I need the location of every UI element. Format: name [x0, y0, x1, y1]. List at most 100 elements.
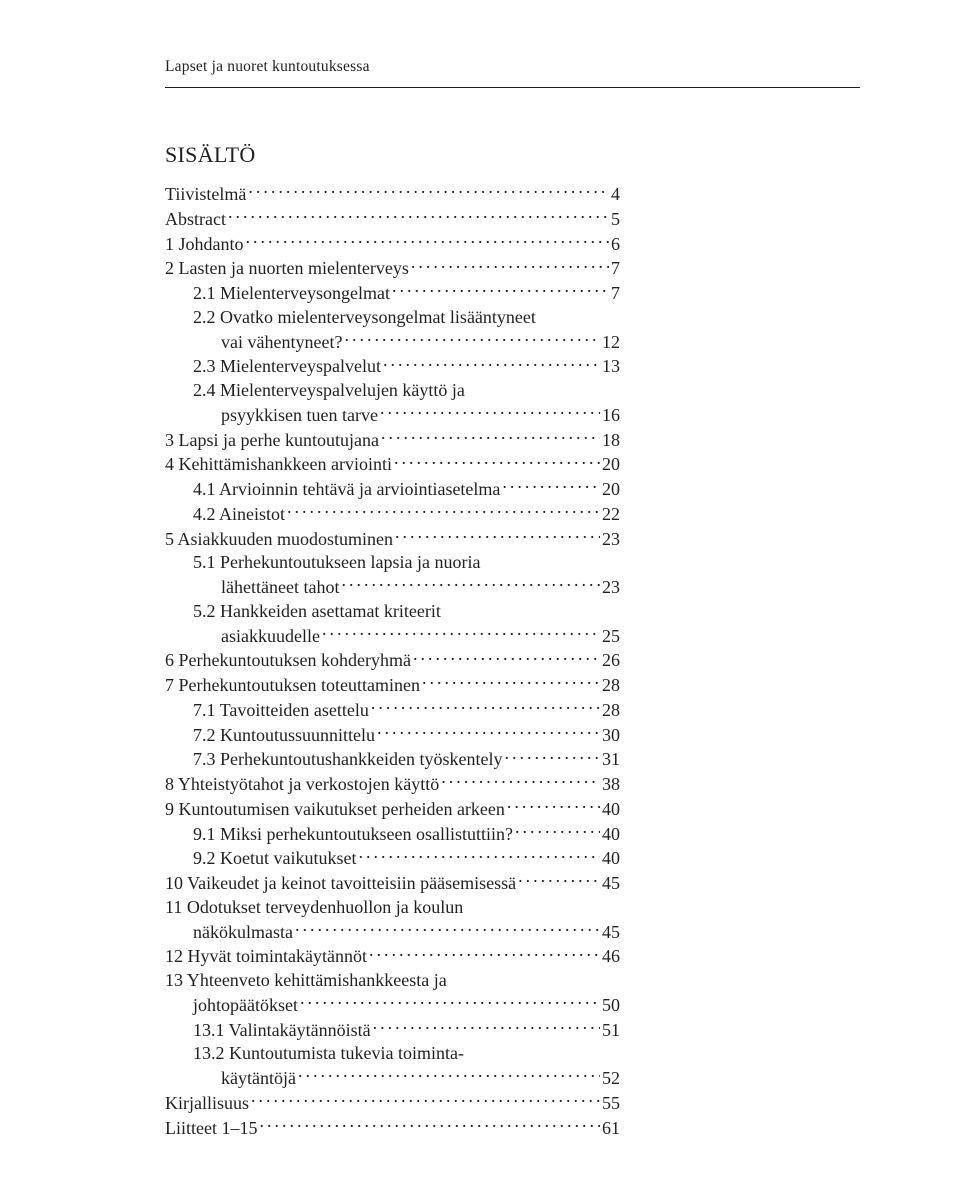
- toc-entry: 5 Asiakkuuden muodostuminen23: [165, 527, 620, 552]
- toc-page-number: 61: [602, 1117, 620, 1141]
- toc-entry: johtopäätökset50: [165, 993, 620, 1018]
- toc-leader: [358, 846, 600, 864]
- toc-label: 7.3 Perhekuntoutushankkeiden työskentely: [165, 748, 502, 772]
- toc-leader: [395, 527, 600, 545]
- toc-label: 2.1 Mielenterveysongelmat: [165, 282, 390, 306]
- toc-label: käytäntöjä: [165, 1067, 296, 1091]
- toc-entry: 2 Lasten ja nuorten mielenterveys 7: [165, 256, 620, 281]
- toc-leader: [380, 403, 600, 421]
- toc-entry: 1 Johdanto 6: [165, 232, 620, 257]
- toc-entry: lähettäneet tahot 23: [165, 575, 620, 600]
- toc-entry: 7.3 Perhekuntoutushankkeiden työskentely…: [165, 747, 620, 772]
- toc-content: SISÄLTÖ Tiivistelmä4Abstract51 Johdanto 6…: [165, 142, 620, 1140]
- toc-label: 7 Perhekuntoutuksen toteuttaminen: [165, 674, 420, 698]
- toc-leader: [504, 747, 600, 765]
- toc-leader: [507, 797, 600, 815]
- toc-label: 2.2 Ovatko mielenterveysongelmat lisäänt…: [165, 306, 536, 330]
- toc-entry: asiakkuudelle 25: [165, 624, 620, 649]
- toc-entry: 3 Lapsi ja perhe kuntoutujana 18: [165, 428, 620, 453]
- toc-leader: [371, 698, 600, 716]
- toc-entry: 6 Perhekuntoutuksen kohderyhmä26: [165, 648, 620, 673]
- toc-entry: Abstract5: [165, 207, 620, 232]
- toc-page-number: 45: [602, 921, 620, 945]
- toc-page-number: 25: [602, 625, 620, 649]
- toc-leader: [295, 920, 600, 938]
- toc-label: 4.2 Aineistot: [165, 503, 285, 527]
- toc-entry: 10 Vaikeudet ja keinot tavoitteisiin pää…: [165, 871, 620, 896]
- toc-entry: 7 Perhekuntoutuksen toteuttaminen 28: [165, 673, 620, 698]
- toc-page-number: 23: [602, 576, 620, 600]
- toc-entry: 13 Yhteenveto kehittämishankkeesta ja: [165, 969, 620, 993]
- toc-leader: [369, 944, 600, 962]
- toc-label: 2 Lasten ja nuorten mielenterveys: [165, 257, 409, 281]
- toc-entry: 9.2 Koetut vaikutukset 40: [165, 846, 620, 871]
- toc-label: 12 Hyvät toimintakäytännöt: [165, 945, 367, 969]
- toc-page-number: 40: [602, 823, 620, 847]
- toc-entry: 11 Odotukset terveydenhuollon ja koulun: [165, 896, 620, 920]
- toc-entry: 2.4 Mielenterveyspalvelujen käyttö ja: [165, 379, 620, 403]
- running-head: Lapset ja nuoret kuntoutuksessa: [165, 58, 860, 88]
- toc-entry: 9 Kuntoutumisen vaikutukset perheiden ar…: [165, 797, 620, 822]
- toc-entry: 13.1 Valintakäytännöistä51: [165, 1018, 620, 1043]
- toc-entry: 9.1 Miksi perhekuntoutukseen osallistutt…: [165, 822, 620, 847]
- toc-entry: 5.1 Perhekuntoutukseen lapsia ja nuoria: [165, 551, 620, 575]
- toc-leader: [392, 281, 609, 299]
- toc-label: näkökulmasta: [165, 921, 293, 945]
- toc-entry: Tiivistelmä4: [165, 182, 620, 207]
- toc-label: Liitteet 1–15: [165, 1117, 257, 1141]
- toc-page-number: 16: [602, 404, 620, 428]
- toc-label: 3 Lapsi ja perhe kuntoutujana: [165, 429, 379, 453]
- toc-leader: [422, 673, 600, 691]
- toc-entry: 2.2 Ovatko mielenterveysongelmat lisäänt…: [165, 306, 620, 330]
- toc-page-number: 18: [602, 429, 620, 453]
- toc-label: 8 Yhteistyötahot ja verkostojen käyttö: [165, 773, 439, 797]
- toc-page-number: 23: [602, 528, 620, 552]
- toc-leader: [228, 207, 609, 225]
- toc-page-number: 40: [602, 847, 620, 871]
- toc-label: 5.1 Perhekuntoutukseen lapsia ja nuoria: [165, 551, 480, 575]
- toc-label: 10 Vaikeudet ja keinot tavoitteisiin pää…: [165, 872, 516, 896]
- toc-entry: 7.1 Tavoitteiden asettelu28: [165, 698, 620, 723]
- toc-label: lähettäneet tahot: [165, 576, 339, 600]
- toc-label: 4.1 Arvioinnin tehtävä ja arviointiasete…: [165, 478, 500, 502]
- toc-entry: 5.2 Hankkeiden asettamat kriteerit: [165, 600, 620, 624]
- toc-label: vai vähentyneet?: [165, 331, 342, 355]
- toc-page-number: 31: [602, 748, 620, 772]
- toc-page-number: 7: [611, 282, 620, 306]
- toc-label: johtopäätökset: [165, 994, 298, 1018]
- toc-page-number: 30: [602, 724, 620, 748]
- toc-label: 7.2 Kuntoutussuunnittelu: [165, 724, 375, 748]
- toc-label: 1 Johdanto: [165, 233, 244, 257]
- toc-label: 7.1 Tavoitteiden asettelu: [165, 699, 369, 723]
- toc-page-number: 51: [602, 1019, 620, 1043]
- toc-entry: Kirjallisuus 55: [165, 1091, 620, 1116]
- toc-entry: psyykkisen tuen tarve 16: [165, 403, 620, 428]
- toc-page-number: 20: [602, 453, 620, 477]
- toc-entry: 4.2 Aineistot22: [165, 502, 620, 527]
- toc-label: 5.2 Hankkeiden asettamat kriteerit: [165, 600, 441, 624]
- toc-label: psyykkisen tuen tarve: [165, 404, 378, 428]
- toc-label: Kirjallisuus: [165, 1092, 249, 1116]
- toc-heading: SISÄLTÖ: [165, 142, 620, 168]
- toc-entry: 12 Hyvät toimintakäytännöt46: [165, 944, 620, 969]
- toc-page-number: 5: [611, 208, 620, 232]
- toc-entry: 4 Kehittämishankkeen arviointi20: [165, 452, 620, 477]
- toc-page-number: 7: [611, 257, 620, 281]
- toc-entry: 2.1 Mielenterveysongelmat 7: [165, 281, 620, 306]
- toc-leader: [300, 993, 600, 1011]
- toc-leader: [383, 354, 600, 372]
- toc-leader: [251, 1091, 600, 1109]
- toc-leader: [377, 723, 600, 741]
- toc-page-number: 13: [602, 355, 620, 379]
- toc-page-number: 55: [602, 1092, 620, 1116]
- toc-label: asiakkuudelle: [165, 625, 320, 649]
- toc-label: 9.2 Koetut vaikutukset: [165, 847, 356, 871]
- toc-entry: 8 Yhteistyötahot ja verkostojen käyttö38: [165, 772, 620, 797]
- toc-page-number: 6: [611, 233, 620, 257]
- toc-label: 9 Kuntoutumisen vaikutukset perheiden ar…: [165, 798, 505, 822]
- toc-list: Tiivistelmä4Abstract51 Johdanto62 Lasten…: [165, 182, 620, 1140]
- toc-leader: [381, 428, 600, 446]
- toc-label: Tiivistelmä: [165, 183, 246, 207]
- toc-page-number: 28: [602, 674, 620, 698]
- toc-label: 11 Odotukset terveydenhuollon ja koulun: [165, 896, 463, 920]
